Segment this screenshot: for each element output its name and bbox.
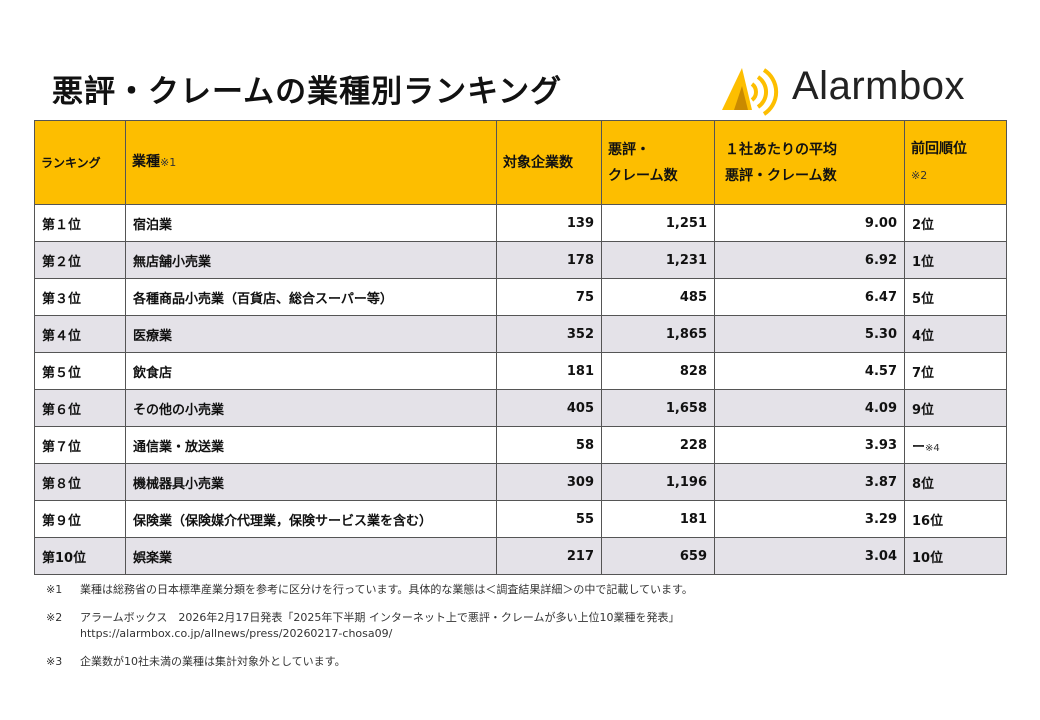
previous-rank-cell: 4位 (904, 315, 1007, 353)
complaints-cell: 1,251 (601, 204, 715, 242)
header-previous: 前回順位 ※2 (904, 120, 1007, 205)
complaints-cell: 828 (601, 352, 715, 390)
previous-rank-cell: ー※4 (904, 426, 1007, 464)
header-average: １社あたりの平均 悪評・クレーム数 (714, 120, 905, 205)
average-cell: 3.87 (714, 463, 905, 501)
rank-cell: 第６位 (34, 389, 126, 427)
table-row: 第２位 無店舗小売業 178 1,231 6.92 1位 (34, 241, 1007, 279)
average-cell: 3.04 (714, 537, 905, 575)
rank-cell: 第２位 (34, 241, 126, 279)
average-cell: 3.93 (714, 426, 905, 464)
industry-cell: 宿泊業 (125, 204, 497, 242)
companies-cell: 181 (496, 352, 602, 390)
average-cell: 6.47 (714, 278, 905, 316)
industry-cell: 飲食店 (125, 352, 497, 390)
table-row: 第４位 医療業 352 1,865 5.30 4位 (34, 315, 1007, 353)
companies-cell: 75 (496, 278, 602, 316)
previous-rank-cell: 1位 (904, 241, 1007, 279)
complaints-cell: 181 (601, 500, 715, 538)
rank-cell: 第５位 (34, 352, 126, 390)
ranking-table: ランキング 業種※1 対象企業数 悪評・ クレーム数 １社あたりの平均 悪評・クレー… (34, 120, 1007, 575)
industry-cell: その他の小売業 (125, 389, 497, 427)
industry-cell: 医療業 (125, 315, 497, 353)
industry-cell: 保険業（保険媒介代理業，保険サービス業を含む） (125, 500, 497, 538)
header-rank: ランキング (34, 120, 126, 205)
companies-cell: 55 (496, 500, 602, 538)
complaints-cell: 485 (601, 278, 715, 316)
complaints-cell: 1,658 (601, 389, 715, 427)
companies-cell: 309 (496, 463, 602, 501)
header-companies: 対象企業数 (496, 120, 602, 205)
footnote-url: https://alarmbox.co.jp/allnews/press/202… (80, 627, 393, 640)
previous-rank-cell: 10位 (904, 537, 1007, 575)
previous-rank-cell: 9位 (904, 389, 1007, 427)
table-row: 第７位 通信業・放送業 58 228 3.93 ー※4 (34, 426, 1007, 464)
footnote-3: ※3 企業数が10社未満の業種は集計対象外としています。 (46, 654, 1006, 670)
table-row: 第５位 飲食店 181 828 4.57 7位 (34, 352, 1007, 390)
previous-rank-cell: 5位 (904, 278, 1007, 316)
rank-cell: 第９位 (34, 500, 126, 538)
industry-cell: 娯楽業 (125, 537, 497, 575)
footnote-1: ※1 業種は総務省の日本標準産業分類を参考に区分けを行っています。具体的な業態は… (46, 582, 1006, 598)
complaints-cell: 228 (601, 426, 715, 464)
average-cell: 9.00 (714, 204, 905, 242)
complaints-cell: 1,865 (601, 315, 715, 353)
header-industry: 業種※1 (125, 120, 497, 205)
companies-cell: 217 (496, 537, 602, 575)
rank-cell: 第３位 (34, 278, 126, 316)
companies-cell: 139 (496, 204, 602, 242)
companies-cell: 405 (496, 389, 602, 427)
table-row: 第８位 機械器具小売業 309 1,196 3.87 8位 (34, 463, 1007, 501)
previous-rank-cell: 8位 (904, 463, 1007, 501)
footnote-mark: ※2 (46, 611, 63, 624)
industry-cell: 通信業・放送業 (125, 426, 497, 464)
footnote-text: 企業数が10社未満の業種は集計対象外としています。 (80, 655, 346, 668)
complaints-cell: 1,196 (601, 463, 715, 501)
previous-rank-cell: 2位 (904, 204, 1007, 242)
rank-cell: 第７位 (34, 426, 126, 464)
industry-cell: 機械器具小売業 (125, 463, 497, 501)
companies-cell: 178 (496, 241, 602, 279)
previous-rank-cell: 7位 (904, 352, 1007, 390)
rank-cell: 第10位 (34, 537, 126, 575)
previous-rank-note: ※4 (925, 442, 940, 454)
alarmbox-logo: Alarmbox (718, 64, 988, 116)
industry-cell: 各種商品小売業（百貨店、総合スーパー等） (125, 278, 497, 316)
header-industry-note: ※1 (160, 156, 177, 169)
industry-cell: 無店舗小売業 (125, 241, 497, 279)
table-header-row: ランキング 業種※1 対象企業数 悪評・ クレーム数 １社あたりの平均 悪評・クレー… (34, 120, 1007, 205)
header-previous-note: ※2 (911, 169, 928, 182)
footnote-text: 業種は総務省の日本標準産業分類を参考に区分けを行っています。具体的な業態は＜調査… (80, 583, 693, 596)
companies-cell: 352 (496, 315, 602, 353)
rank-cell: 第８位 (34, 463, 126, 501)
alarmbox-logo-icon (722, 68, 779, 116)
footnote-mark: ※3 (46, 655, 63, 668)
page-title: 悪評・クレームの業種別ランキング (52, 74, 563, 110)
complaints-cell: 1,231 (601, 241, 715, 279)
rank-cell: 第４位 (34, 315, 126, 353)
companies-cell: 58 (496, 426, 602, 464)
table-row: 第９位 保険業（保険媒介代理業，保険サービス業を含む） 55 181 3.29 16位 (34, 500, 1007, 538)
complaints-cell: 659 (601, 537, 715, 575)
average-cell: 4.09 (714, 389, 905, 427)
footnotes: ※1 業種は総務省の日本標準産業分類を参考に区分けを行っています。具体的な業態は… (46, 582, 1006, 682)
table-row: 第１位 宿泊業 139 1,251 9.00 2位 (34, 204, 1007, 242)
logo-text: Alarmbox (792, 64, 965, 108)
average-cell: 5.30 (714, 315, 905, 353)
rank-cell: 第１位 (34, 204, 126, 242)
header-complaints: 悪評・ クレーム数 (601, 120, 715, 205)
table-row: 第10位 娯楽業 217 659 3.04 10位 (34, 537, 1007, 575)
table-row: 第６位 その他の小売業 405 1,658 4.09 9位 (34, 389, 1007, 427)
average-cell: 4.57 (714, 352, 905, 390)
average-cell: 6.92 (714, 241, 905, 279)
footnote-mark: ※1 (46, 583, 63, 596)
footnote-text: アラームボックス 2026年2月17日発表「2025年下半期 インターネット上で… (80, 611, 680, 624)
table-row: 第３位 各種商品小売業（百貨店、総合スーパー等） 75 485 6.47 5位 (34, 278, 1007, 316)
previous-rank-cell: 16位 (904, 500, 1007, 538)
footnote-2: ※2 アラームボックス 2026年2月17日発表「2025年下半期 インターネッ… (46, 610, 1006, 642)
average-cell: 3.29 (714, 500, 905, 538)
